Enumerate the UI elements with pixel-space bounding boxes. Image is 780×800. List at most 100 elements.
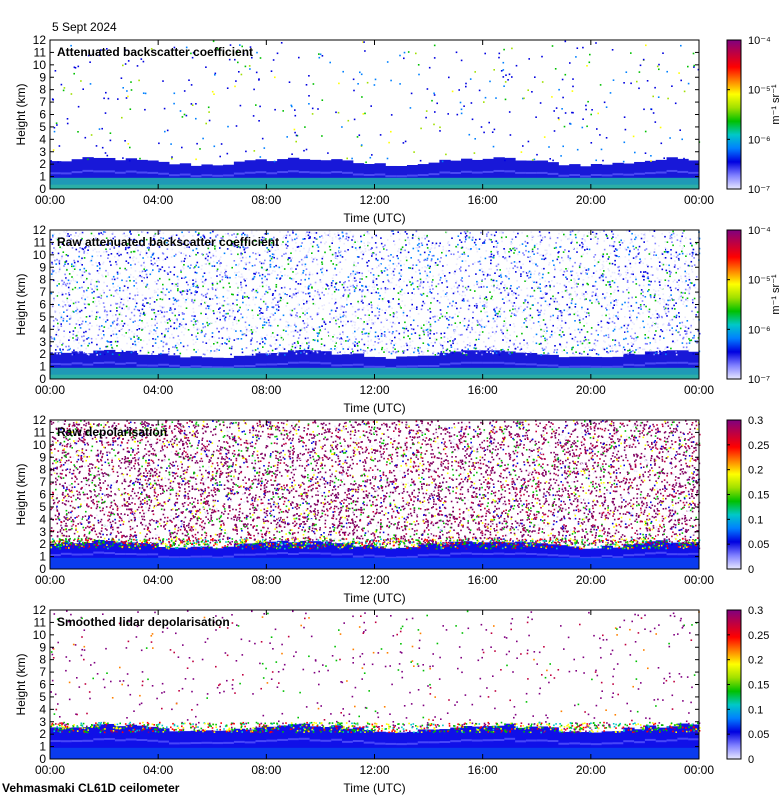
y-tick-label: 5 <box>39 120 46 134</box>
colorbar-tick-label: 0.2 <box>748 465 763 477</box>
colorbar-scale <box>726 229 742 380</box>
colorbar: 0.3 0.25 0.2 0.15 0.1 0.05 0 <box>726 415 769 576</box>
y-tick-label: 3 <box>39 525 46 539</box>
colorbar: 0.3 0.25 0.2 0.15 0.1 0.05 0 <box>726 605 769 766</box>
y-tick-label: 8 <box>39 463 46 477</box>
colorbar-tick-label: 10⁻⁵ <box>748 85 771 97</box>
colorbar-unit-label: m⁻¹ sr⁻¹ <box>770 274 780 315</box>
y-tick-label: 8 <box>39 653 46 667</box>
colorbar-tick-label: 0.05 <box>748 729 769 741</box>
panel-2: Raw attenuated backscatter coefficient01… <box>14 223 780 415</box>
panel-4: Smoothed lidar depolarisation01234567891… <box>14 603 769 795</box>
x-tick-label: 00:00 <box>35 763 65 777</box>
y-tick-label: 10 <box>33 58 47 72</box>
panel-title: Raw depolarisation <box>57 425 167 439</box>
panel-3: Raw depolarisation0123456789101112Height… <box>14 413 769 605</box>
y-tick-label: 5 <box>39 690 46 704</box>
y-axis-label: Height (km) <box>14 653 28 715</box>
y-tick-label: 0 <box>39 562 46 576</box>
y-tick-label: 2 <box>39 537 46 551</box>
y-tick-label: 1 <box>39 550 46 564</box>
colorbar-tick-label: 0.05 <box>748 539 769 551</box>
y-tick-label: 2 <box>39 157 46 171</box>
y-tick-label: 4 <box>39 512 46 526</box>
y-tick-label: 1 <box>39 170 46 184</box>
x-tick-label: 12:00 <box>359 763 389 777</box>
y-tick-label: 7 <box>39 665 46 679</box>
x-tick-label: 04:00 <box>143 383 173 397</box>
y-axis-label: Height (km) <box>14 83 28 145</box>
colorbar-tick-label: 0.1 <box>748 514 763 526</box>
x-tick-label: 20:00 <box>576 763 606 777</box>
y-tick-label: 3 <box>39 145 46 159</box>
station-label: Vehmasmaki CL61D ceilometer <box>2 781 180 795</box>
colorbar-tick-label: 0 <box>748 564 754 576</box>
colorbar-tick-label: 0.15 <box>748 680 769 692</box>
y-tick-label: 6 <box>39 488 46 502</box>
x-tick-label: 04:00 <box>143 193 173 207</box>
y-tick-label: 7 <box>39 285 46 299</box>
x-tick-label: 16:00 <box>468 763 498 777</box>
y-tick-label: 5 <box>39 500 46 514</box>
y-tick-label: 7 <box>39 95 46 109</box>
y-tick-label: 5 <box>39 310 46 324</box>
heatmap-field <box>50 610 701 759</box>
y-tick-label: 9 <box>39 260 46 274</box>
x-tick-label: 20:00 <box>576 573 606 587</box>
x-tick-label: 16:00 <box>468 193 498 207</box>
panel-1: Attenuated backscatter coefficient012345… <box>14 33 780 225</box>
colorbar-tick-label: 0.25 <box>748 630 769 642</box>
y-axis-label: Height (km) <box>14 273 28 335</box>
x-axis-label: Time (UTC) <box>343 401 405 415</box>
y-tick-label: 10 <box>33 248 47 262</box>
x-tick-label: 08:00 <box>251 573 281 587</box>
y-axis-label: Height (km) <box>14 463 28 525</box>
y-tick-label: 7 <box>39 475 46 489</box>
colorbar-tick-label: 0.3 <box>748 605 763 617</box>
colorbar-tick-label: 10⁻⁵ <box>748 275 771 287</box>
x-tick-label: 00:00 <box>684 573 714 587</box>
colorbar-tick-label: 0.15 <box>748 490 769 502</box>
colorbar-tick-label: 10⁻⁴ <box>748 225 771 237</box>
y-tick-label: 4 <box>39 702 46 716</box>
y-tick-label: 12 <box>33 603 47 617</box>
y-tick-label: 4 <box>39 132 46 146</box>
y-tick-label: 9 <box>39 70 46 84</box>
y-tick-label: 6 <box>39 298 46 312</box>
x-tick-label: 04:00 <box>143 573 173 587</box>
x-axis-label: Time (UTC) <box>343 781 405 795</box>
x-tick-label: 08:00 <box>251 763 281 777</box>
colorbar-tick-label: 10⁻⁶ <box>748 324 771 336</box>
panel-title: Smoothed lidar depolarisation <box>57 615 230 629</box>
y-tick-label: 11 <box>34 425 47 439</box>
x-tick-label: 00:00 <box>684 383 714 397</box>
y-tick-label: 12 <box>33 413 47 427</box>
x-axis-label: Time (UTC) <box>343 211 405 225</box>
y-tick-label: 10 <box>33 628 47 642</box>
y-tick-label: 3 <box>39 335 46 349</box>
y-tick-label: 9 <box>39 640 46 654</box>
y-tick-label: 10 <box>33 438 47 452</box>
heatmap-field <box>50 230 701 379</box>
x-tick-label: 00:00 <box>684 193 714 207</box>
x-tick-label: 00:00 <box>35 383 65 397</box>
colorbar: 10⁻⁴ 10⁻⁵ 10⁻⁶ 10⁻⁷ m⁻¹ sr⁻¹ <box>726 35 780 196</box>
y-tick-label: 4 <box>39 322 46 336</box>
heatmap-field <box>50 420 701 569</box>
y-tick-label: 1 <box>39 740 46 754</box>
colorbar: 10⁻⁴ 10⁻⁵ 10⁻⁶ 10⁻⁷ m⁻¹ sr⁻¹ <box>726 225 780 386</box>
x-tick-label: 04:00 <box>143 763 173 777</box>
colorbar-tick-label: 0.1 <box>748 704 763 716</box>
colorbar-unit-label: m⁻¹ sr⁻¹ <box>770 84 780 125</box>
x-tick-label: 12:00 <box>359 383 389 397</box>
y-tick-label: 1 <box>39 360 46 374</box>
y-tick-label: 11 <box>34 45 47 59</box>
x-tick-label: 12:00 <box>359 193 389 207</box>
y-tick-label: 12 <box>33 33 47 47</box>
x-tick-label: 08:00 <box>251 383 281 397</box>
y-tick-label: 12 <box>33 223 47 237</box>
x-tick-label: 16:00 <box>468 383 498 397</box>
y-tick-label: 0 <box>39 182 46 196</box>
x-tick-label: 00:00 <box>684 763 714 777</box>
